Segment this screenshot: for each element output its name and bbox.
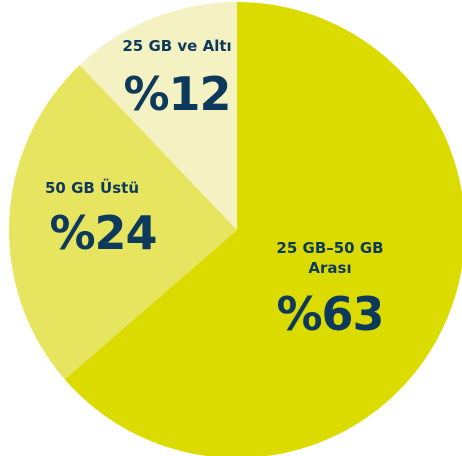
slice-label: 50 GB Üstü [44, 179, 140, 197]
value-label: %12 [123, 67, 231, 121]
pie-slice [79, 1, 237, 230]
pie-slice [8, 64, 238, 380]
pie-slice [64, 2, 462, 456]
value-label: %63 [276, 287, 384, 341]
slice-label: 25 GB–50 GB Arası [276, 239, 384, 277]
slice-label: 25 GB ve Altı [122, 37, 232, 55]
value-label: %24 [49, 206, 157, 260]
